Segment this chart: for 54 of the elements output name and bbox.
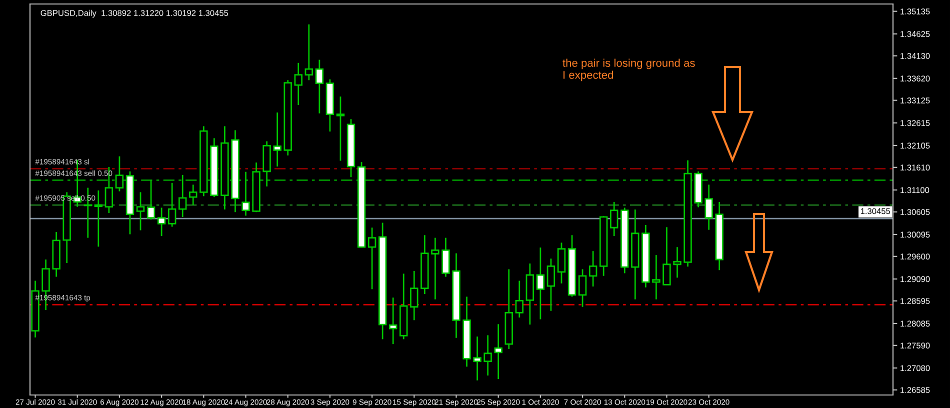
candlestick — [442, 237, 450, 278]
y-tick-label: 1.35135 — [900, 8, 930, 14]
y-tick-label: 1.34130 — [900, 53, 930, 59]
candlestick — [273, 112, 282, 168]
text: GBPUSD,Daily 1.30892 1.31220 1.30192 1.30455 — [40, 10, 228, 18]
candlestick — [304, 24, 314, 81]
candlestick — [431, 237, 440, 300]
candlestick — [610, 201, 618, 237]
candlestick — [484, 334, 492, 376]
candlestick — [294, 62, 302, 106]
candlestick — [368, 226, 376, 290]
y-tick-label: 1.31610 — [900, 164, 930, 170]
candlestick — [536, 246, 545, 320]
candlestick — [178, 174, 187, 218]
candlestick — [94, 190, 103, 248]
annotation: the pair is losing ground as I expected — [562, 58, 695, 82]
candlestick — [652, 254, 660, 300]
y-tick-label: 1.29600 — [900, 254, 930, 260]
candlestick — [546, 258, 556, 312]
candlestick — [242, 171, 250, 216]
y-tick-label: 1.33125 — [900, 98, 930, 104]
y-tick-label: 1.29090 — [900, 276, 930, 282]
y-tick-label: 1.30605 — [900, 209, 930, 215]
candlestick — [410, 270, 418, 321]
y-tick-label: 1.33620 — [900, 76, 930, 82]
candlestick — [662, 226, 671, 286]
candlestick — [473, 336, 482, 382]
candlestick — [146, 180, 156, 220]
ref-line-label: 1.30455 — [860, 208, 890, 214]
y-tick-label: 1.28595 — [900, 298, 930, 304]
candlestick — [336, 96, 345, 162]
y-tick-label: 1.26585 — [900, 387, 930, 394]
candlestick — [515, 280, 524, 318]
candlestick — [189, 184, 198, 206]
candlestick — [168, 182, 176, 228]
candlestick — [704, 184, 713, 231]
candlestick — [673, 246, 682, 278]
candlestick — [578, 268, 587, 308]
candlestick — [115, 156, 124, 192]
candlestick — [557, 242, 566, 284]
y-tick-label: 1.32615 — [900, 120, 930, 126]
y-tick-label: 1.34625 — [900, 31, 930, 37]
y-tick-label: 1.30095 — [900, 232, 930, 238]
y-tick-label: 1.27590 — [900, 342, 930, 349]
candlestick — [315, 59, 324, 114]
candlestick — [136, 192, 145, 231]
candlestick — [388, 296, 398, 345]
candlestick — [588, 250, 598, 288]
y-tick-label: 1.32105 — [900, 142, 930, 149]
y-tick-label: 1.27080 — [900, 365, 930, 372]
candlestick — [157, 206, 166, 237]
y-tick-label: 1.31100 — [900, 187, 930, 194]
y-tick-label: 1.28085 — [900, 320, 930, 327]
candlestick — [494, 323, 502, 380]
